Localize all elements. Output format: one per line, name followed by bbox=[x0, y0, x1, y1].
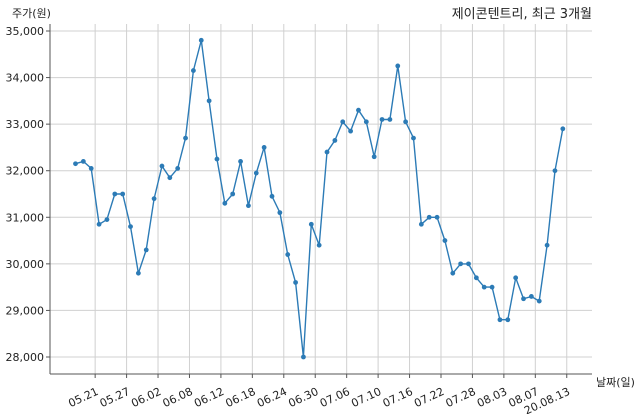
data-point bbox=[513, 275, 519, 281]
data-point bbox=[363, 119, 369, 125]
grid bbox=[50, 24, 592, 374]
data-point bbox=[560, 126, 566, 132]
data-point bbox=[88, 165, 94, 171]
data-point bbox=[395, 63, 401, 69]
data-point bbox=[301, 354, 306, 360]
data-point bbox=[340, 119, 346, 125]
x-tick-label: 08.03 bbox=[475, 385, 509, 410]
data-point bbox=[159, 163, 165, 169]
data-point bbox=[128, 224, 133, 230]
x-tick-label: 05.21 bbox=[66, 385, 100, 410]
data-point bbox=[521, 296, 526, 302]
data-point bbox=[191, 68, 196, 73]
y-axis-title: 주가(원) bbox=[12, 7, 51, 20]
data-point bbox=[348, 128, 353, 134]
data-point bbox=[238, 159, 243, 164]
data-point bbox=[253, 170, 259, 176]
x-tick-label: 06.30 bbox=[286, 385, 320, 410]
chart-title: 제이콘텐트리, 최근 3개월 bbox=[452, 7, 592, 22]
data-point bbox=[285, 252, 291, 257]
x-tick-label: 06.18 bbox=[224, 385, 258, 410]
x-tick-label: 06.08 bbox=[161, 385, 195, 410]
y-tick-label: 32,000 bbox=[6, 165, 45, 178]
data-point bbox=[222, 200, 228, 206]
data-point bbox=[293, 280, 298, 285]
data-point bbox=[104, 217, 110, 223]
x-tick-label: 05.27 bbox=[98, 385, 132, 410]
data-point bbox=[544, 242, 550, 248]
x-tick-label: 06.24 bbox=[255, 385, 289, 410]
x-tick-labels: 05.2105.2706.0206.0806.1206.1806.2406.30… bbox=[66, 385, 572, 414]
data-point bbox=[387, 117, 393, 122]
y-tick-label: 35,000 bbox=[6, 25, 45, 38]
data-point bbox=[214, 156, 220, 162]
data-point bbox=[120, 191, 126, 197]
data-point bbox=[403, 119, 409, 125]
data-point bbox=[143, 247, 149, 253]
price-line bbox=[75, 40, 564, 358]
data-point bbox=[434, 214, 440, 220]
data-point bbox=[80, 159, 86, 164]
data-point bbox=[135, 270, 141, 276]
data-point bbox=[481, 284, 487, 290]
data-point bbox=[489, 284, 495, 290]
y-tick-label: 34,000 bbox=[6, 72, 45, 85]
data-point bbox=[151, 196, 157, 202]
y-tick-label: 33,000 bbox=[6, 118, 45, 131]
data-point bbox=[466, 261, 471, 267]
x-tick-label: 07.10 bbox=[349, 385, 383, 410]
data-point bbox=[167, 175, 173, 181]
data-point bbox=[324, 149, 330, 155]
data-point bbox=[536, 298, 542, 304]
data-point bbox=[426, 214, 432, 220]
data-point bbox=[112, 191, 118, 197]
x-tick-label: 06.12 bbox=[192, 385, 226, 410]
y-tick-label: 28,000 bbox=[6, 351, 45, 364]
x-tick-label: 07.06 bbox=[318, 385, 352, 410]
x-tick-label: 07.16 bbox=[381, 385, 415, 410]
data-point bbox=[198, 37, 204, 43]
data-point bbox=[450, 270, 456, 276]
data-point bbox=[73, 161, 78, 167]
data-point bbox=[411, 135, 416, 141]
data-point bbox=[230, 191, 236, 197]
x-tick-label: 07.22 bbox=[412, 385, 446, 410]
data-point bbox=[473, 275, 479, 281]
data-point bbox=[442, 238, 448, 243]
data-point bbox=[269, 193, 275, 199]
y-tick-label: 30,000 bbox=[6, 258, 45, 271]
axes bbox=[46, 24, 592, 378]
data-point bbox=[206, 98, 212, 104]
x-axis-title: 날짜(일) bbox=[596, 375, 635, 389]
y-tick-label: 31,000 bbox=[6, 211, 45, 224]
data-point bbox=[277, 210, 283, 216]
data-point bbox=[308, 221, 314, 227]
data-point bbox=[418, 221, 424, 227]
data-point bbox=[175, 165, 181, 171]
price-points bbox=[73, 37, 566, 360]
data-point bbox=[246, 203, 251, 209]
data-point bbox=[528, 294, 534, 299]
data-point bbox=[316, 242, 322, 248]
data-point bbox=[379, 117, 385, 122]
y-tick-label: 29,000 bbox=[6, 304, 45, 317]
x-tick-label: 07.28 bbox=[444, 385, 478, 410]
data-point bbox=[183, 135, 188, 141]
data-point bbox=[96, 221, 102, 227]
data-point bbox=[371, 154, 377, 160]
data-point bbox=[458, 261, 464, 267]
data-point bbox=[505, 317, 511, 323]
data-point bbox=[552, 168, 558, 174]
data-point bbox=[261, 145, 267, 150]
data-point bbox=[356, 107, 361, 113]
data-point bbox=[332, 138, 338, 143]
y-tick-labels: 28,000 29,000 30,000 31,000 32,000 33,000 34,0… bbox=[6, 25, 45, 364]
data-point bbox=[497, 317, 503, 323]
x-tick-label: 06.02 bbox=[129, 385, 163, 410]
